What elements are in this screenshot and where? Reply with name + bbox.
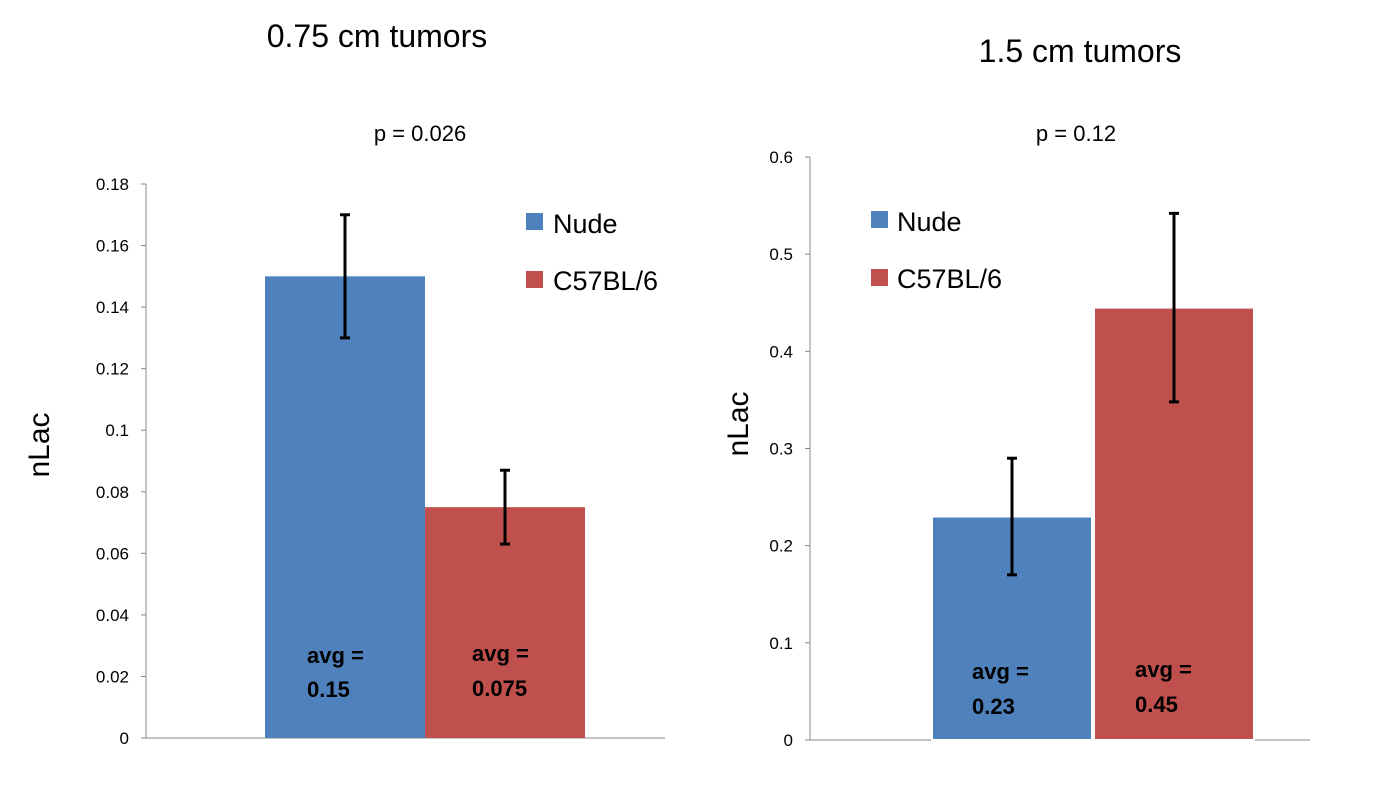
y-tick-label: 0.1: [105, 421, 129, 440]
chart-subtitle: p = 0.12: [1036, 121, 1116, 146]
bar-c57bl6: [425, 507, 585, 738]
y-tick-label: 0.18: [96, 175, 129, 194]
y-tick-label: 0.06: [96, 544, 129, 563]
y-tick-label: 0.02: [96, 667, 129, 686]
legend-label-nude: Nude: [897, 207, 962, 237]
bar-label-c57-value: 0.075: [472, 676, 527, 701]
bar-nude: [265, 276, 425, 738]
bar-label-c57-line1: avg =: [472, 641, 529, 666]
bar-label-c57-line1: avg =: [1135, 657, 1192, 682]
chart-15cm: 1.5 cm tumors p = 0.12 nLac 0 0.1 0.2 0.3 0.…: [722, 33, 1310, 750]
y-tick-label: 0.5: [769, 245, 793, 264]
bar-label-nude-line1: avg =: [972, 659, 1029, 684]
legend: Nude C57BL/6: [526, 209, 658, 296]
chart-subtitle: p = 0.026: [374, 121, 466, 146]
y-tick-label: 0: [120, 729, 129, 748]
y-tick-label: 0.16: [96, 237, 129, 256]
bar-label-nude-value: 0.15: [307, 677, 350, 702]
y-tick-label: 0.12: [96, 360, 129, 379]
legend-swatch-nude: [871, 211, 888, 228]
y-ticks: 0 0.1 0.2 0.3 0.4 0.5 0.6: [769, 148, 810, 750]
legend-label-nude: Nude: [553, 209, 618, 239]
y-tick-label: 0.6: [769, 148, 793, 167]
bar-label-nude-line1: avg =: [307, 643, 364, 668]
y-axis-label: nLac: [23, 412, 56, 477]
y-tick-label: 0.2: [769, 537, 793, 556]
legend-label-c57bl6: C57BL/6: [897, 264, 1002, 294]
y-ticks: 0 0.02 0.04 0.06 0.08 0.1 0.12 0.14 0.16 0.18: [96, 175, 146, 748]
error-bars: [340, 213, 510, 546]
y-tick-label: 0.4: [769, 342, 793, 361]
chart-075cm: 0.75 cm tumors p = 0.026 nLac 00.020.040…: [23, 18, 665, 748]
y-tick-label: 0.08: [96, 483, 129, 502]
y-tick-label: 0.3: [769, 440, 793, 459]
y-axis-label: nLac: [722, 391, 755, 456]
y-tick-label: 0.14: [96, 298, 129, 317]
legend-swatch-c57bl6: [871, 269, 888, 286]
y-tick-label: 0.04: [96, 606, 129, 625]
y-tick-label: 0.1: [769, 634, 793, 653]
legend-swatch-c57bl6: [526, 271, 543, 288]
y-tick-label: 0: [784, 731, 793, 750]
error-bars: [1007, 211, 1179, 577]
bar-label-nude-value: 0.23: [972, 694, 1015, 719]
legend: Nude C57BL/6: [871, 207, 1002, 294]
bar-label-c57-value: 0.45: [1135, 692, 1178, 717]
chart-title: 0.75 cm tumors: [267, 18, 488, 54]
chart-title: 1.5 cm tumors: [979, 33, 1182, 69]
legend-swatch-nude: [526, 213, 543, 230]
legend-label-c57bl6: C57BL/6: [553, 266, 658, 296]
